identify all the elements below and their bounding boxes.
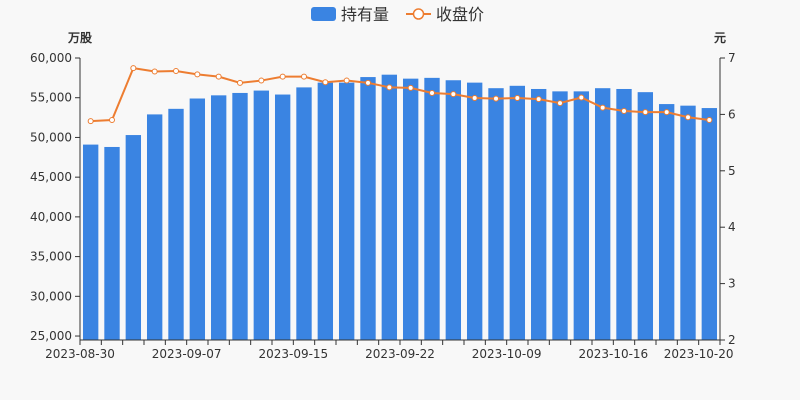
right-axis-tick-label: 5 [728,164,736,178]
legend[interactable]: 持有量 收盘价 [311,5,484,24]
bar [616,88,632,340]
bar [82,144,99,340]
right-axis-tick-label: 2 [728,333,736,347]
bar [253,90,270,340]
close-price-point [194,71,201,78]
bar [317,82,334,340]
close-price-point [215,73,222,80]
legend-holding-label[interactable]: 持有量 [341,5,389,24]
right-axis-tick-label: 3 [728,277,736,291]
left-axis-tick-label: 50,000 [30,130,72,144]
bar-series-holding [82,74,718,341]
close-price-point [322,79,329,86]
left-axis-tick-label: 35,000 [30,250,72,264]
close-price-point [557,100,563,107]
bar [680,105,696,340]
close-price-point [514,95,521,102]
close-price-point [599,104,606,111]
bar [104,146,120,340]
x-axis-tick-label: 2023-10-09 [472,347,542,361]
bar [232,92,248,340]
bar [402,78,419,341]
legend-close-marker[interactable] [412,8,425,20]
bar [168,108,184,340]
close-price-point [429,89,435,96]
close-price-point [258,77,265,84]
bar [338,82,355,340]
bar [274,94,291,340]
close-price-point [301,73,307,80]
right-axis-tick-label: 6 [728,107,736,121]
left-axis-tick-label: 25,000 [30,329,72,343]
legend-close-label[interactable]: 收盘价 [436,5,484,24]
close-price-point [663,109,670,116]
close-price-point [642,109,649,116]
close-price-point [493,95,499,102]
bar [125,135,142,340]
x-axis-tick-label: 2023-08-30 [45,347,115,361]
bar [360,77,376,340]
line-series-close [87,65,713,125]
legend-holding-swatch[interactable] [311,7,336,21]
close-price-point [706,117,713,124]
close-price-point [450,91,457,98]
close-price-point [621,108,627,115]
bar [573,91,590,340]
left-axis-tick-label: 40,000 [30,210,72,224]
right-axis-unit: 元 [714,31,726,45]
left-axis-tick-label: 55,000 [30,91,72,105]
bar [210,95,227,340]
right-axis-tick-label: 4 [728,220,736,234]
close-price-point [279,73,286,80]
close-price-point [130,65,137,72]
bar [488,88,504,340]
bar [466,82,483,340]
close-price-point [407,84,414,91]
bar [530,88,547,340]
close-price-point [386,84,393,91]
close-price-point [237,79,243,86]
close-price-point [578,94,585,101]
left-axis-tick-label: 30,000 [30,289,72,303]
left-axis-tick-label: 60,000 [30,51,72,65]
bar [701,108,718,340]
close-price-line [90,67,710,123]
x-axis-tick-label: 2023-09-07 [152,347,222,361]
left-axis-unit: 万股 [67,30,93,45]
bar [189,98,206,340]
close-price-point [535,96,542,103]
close-price-point [685,114,691,121]
close-price-point [471,95,478,102]
bar [296,87,312,340]
close-price-point [365,79,371,86]
close-price-point [151,68,158,75]
x-axis-tick-label: 2023-10-16 [578,347,648,361]
bar [637,92,654,340]
bar [509,85,526,340]
axes: 25,000 30,000 35,000 40,000 45,000 50,000 55,0… [30,51,736,361]
bar [445,80,462,341]
close-price-point [109,117,115,124]
left-axis-tick-label: 45,000 [30,170,72,184]
x-axis-tick-label: 2023-09-22 [365,347,435,361]
close-price-point [173,67,179,74]
x-axis-tick-label: 2023-10-20 [664,347,734,361]
bar [552,91,568,340]
close-price-point [343,77,350,84]
close-price-point [87,118,94,125]
bar [381,74,398,341]
x-axis-tick-label: 2023-09-15 [258,347,328,361]
right-axis-tick-label: 7 [728,51,736,65]
bar [658,104,675,340]
bar [424,77,440,341]
bar [146,114,163,341]
bar [594,88,611,340]
